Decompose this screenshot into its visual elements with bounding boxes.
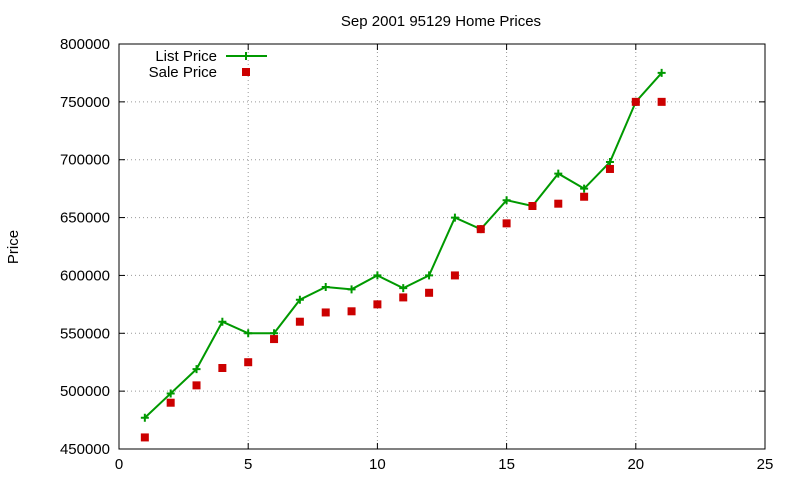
axis-ticks: 0 5 10 15 20 25 450000 500000 550000 600000 650000… [60, 36, 773, 473]
list-price-point [218, 317, 227, 326]
plot-area-frame [118, 43, 766, 450]
legend: List Price Sale Price [149, 48, 267, 81]
x-tick-label: 10 [369, 456, 386, 473]
sale-price-point [399, 293, 408, 302]
sale-price-point [528, 202, 537, 210]
sale-price-point [140, 433, 149, 442]
list-price-point [166, 389, 175, 398]
sale-price-point [244, 358, 253, 367]
legend-label-sale-price: Sale Price [149, 64, 217, 81]
sale-price-point [373, 300, 382, 309]
sale-price-point [192, 381, 201, 390]
series-sale-price [140, 97, 666, 442]
y-tick-label: 500000 [60, 383, 110, 400]
legend-marker-sale-price [242, 68, 250, 76]
sale-price-point [554, 199, 563, 208]
x-tick-label: 25 [757, 456, 774, 473]
list-price-point [450, 213, 459, 222]
sale-price-point [450, 271, 459, 280]
y-tick-label: 650000 [60, 210, 110, 227]
list-price-point [399, 284, 408, 293]
list-price-point [580, 184, 589, 193]
sale-price-point [425, 288, 434, 297]
list-price-point [192, 365, 201, 374]
sale-price-point [476, 225, 485, 234]
legend-square [242, 68, 250, 76]
sale-price-point [347, 307, 356, 316]
list-price-point [554, 169, 563, 178]
y-tick-label: 600000 [60, 267, 110, 284]
list-price-point [502, 196, 511, 205]
sale-price-point [270, 335, 279, 344]
y-tick-label: 450000 [60, 441, 110, 458]
sale-price-point [580, 192, 589, 201]
x-tick-label: 15 [498, 456, 515, 473]
sale-price-point [166, 398, 175, 407]
sale-price-point [657, 97, 666, 106]
legend-label-list-price: List Price [155, 48, 217, 65]
list-price-point [657, 68, 666, 77]
chart-title: Sep 2001 95129 Home Prices [341, 13, 541, 30]
legend-plus [242, 52, 250, 60]
sale-price-point [605, 164, 614, 173]
list-price-point [373, 271, 382, 280]
sale-price-point [218, 364, 227, 372]
x-tick-label: 0 [115, 456, 123, 473]
sale-price-point [631, 97, 640, 106]
y-tick-label: 550000 [60, 325, 110, 342]
x-tick-label: 20 [627, 456, 644, 473]
list-price-point [425, 271, 434, 280]
sale-price-point [321, 308, 330, 317]
list-price-point [347, 285, 356, 294]
list-price-point [295, 295, 304, 304]
legend-marker-list-price [226, 52, 267, 60]
y-axis-label: Price [5, 230, 22, 264]
list-price-point [244, 329, 253, 338]
y-tick-label: 750000 [60, 94, 110, 111]
sale-price-point [502, 219, 511, 228]
y-tick-label: 800000 [60, 36, 110, 53]
series-list-price [140, 68, 666, 422]
sale-price-point [295, 317, 304, 326]
y-tick-label: 700000 [60, 152, 110, 169]
x-tick-label: 5 [244, 456, 252, 473]
list-price-point [140, 413, 149, 422]
list-price-point [605, 158, 614, 167]
list-price-point [321, 283, 330, 291]
